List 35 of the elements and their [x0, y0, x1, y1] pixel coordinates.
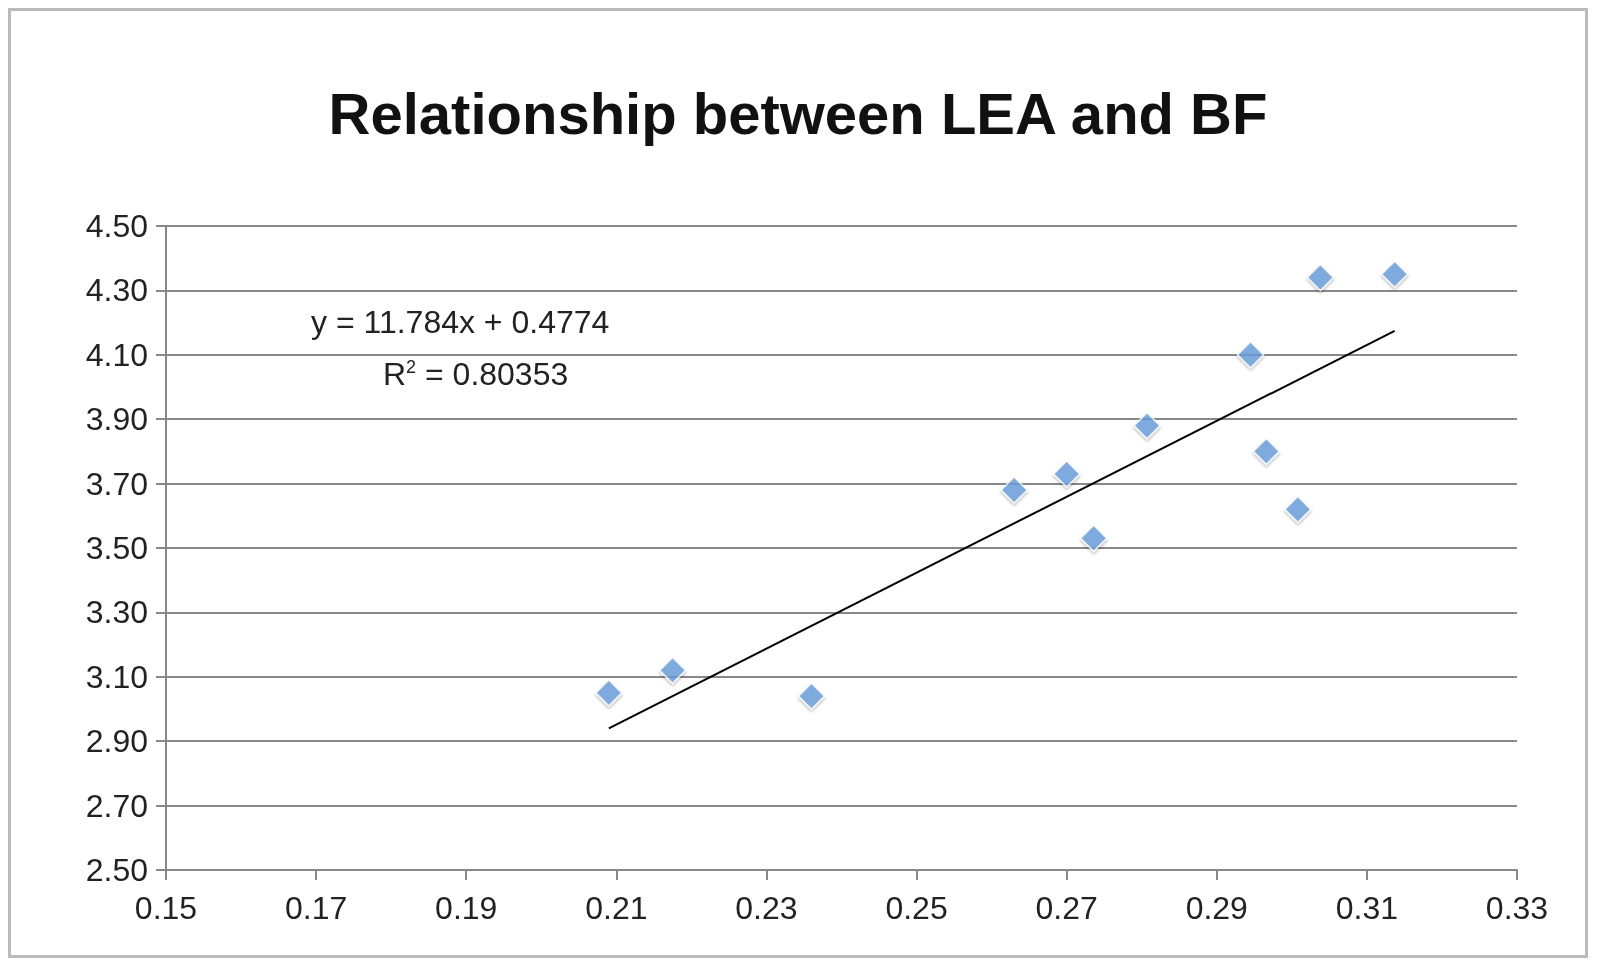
point: [1252, 437, 1281, 466]
chart-title: Relationship between LEA and BF: [328, 80, 1268, 146]
y-tick-label: 4.10: [85, 336, 148, 373]
point: [1236, 341, 1265, 369]
x-tick-label: 0.33: [1485, 890, 1549, 926]
x-tick-label: 0.27: [1035, 890, 1098, 926]
x-tick-label: 0.19: [435, 890, 498, 926]
x-tick-label: 0.29: [1185, 890, 1248, 926]
point: [658, 656, 687, 685]
point: [1000, 476, 1028, 504]
point: [1380, 260, 1409, 289]
y-tick-label: 4.50: [85, 208, 148, 244]
y-tick-label: 3.30: [85, 594, 148, 631]
point: [797, 682, 826, 710]
y-tick-label: 3.90: [85, 401, 148, 438]
point: [1079, 524, 1108, 553]
point: [1133, 411, 1161, 440]
y-tick-label: 2.90: [85, 723, 148, 760]
y-tick-label: 3.50: [85, 530, 148, 566]
y-tick-label: 2.50: [85, 852, 148, 888]
point: [1306, 263, 1335, 292]
annotation: y = 11.784x + 0.4774: [311, 304, 610, 340]
y-tick-label: 4.30: [85, 272, 148, 309]
point: [595, 679, 623, 707]
point: [1052, 460, 1081, 488]
x-tick-label: 0.17: [284, 890, 348, 926]
y-tick-label: 3.70: [85, 465, 148, 502]
x-tick-label: 0.31: [1335, 890, 1399, 926]
y-tick-label: 2.70: [85, 787, 148, 824]
point: [1284, 495, 1312, 524]
x-tick-label: 0.21: [585, 890, 648, 926]
x-tick-label: 0.23: [735, 890, 798, 926]
y-tick-label: 3.10: [85, 658, 148, 695]
x-tick-label: 0.25: [885, 890, 948, 926]
x-tick-label: 0.15: [134, 890, 198, 926]
